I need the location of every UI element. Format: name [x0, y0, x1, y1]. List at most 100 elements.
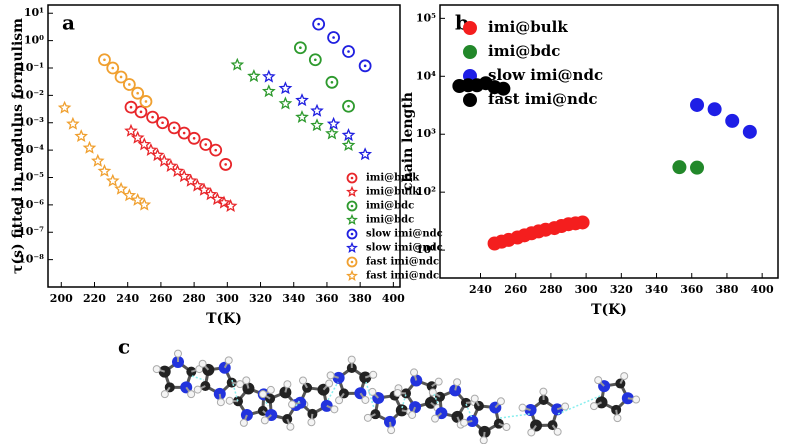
h-atom: [590, 402, 599, 411]
ring-dot: [350, 176, 354, 180]
star-point: [358, 147, 373, 161]
ring: [124, 100, 138, 114]
legend-label: fast imi@ndc: [488, 90, 598, 108]
y-tick-label: 10⁵: [416, 11, 436, 24]
ring: [325, 75, 339, 89]
ring-dot: [119, 75, 123, 79]
circle-point: [114, 70, 128, 84]
star-point: [310, 103, 324, 117]
star-point: [122, 188, 137, 202]
circle-point: [312, 17, 326, 31]
molecule-image: [152, 349, 641, 444]
ring: [312, 17, 326, 31]
h-atom: [460, 418, 469, 427]
star-point: [144, 142, 158, 156]
y-axis-label: chain length: [400, 92, 416, 191]
x-tick-label: 260: [149, 292, 172, 305]
ring-dot: [151, 115, 154, 119]
y-tick-label: 10⁻⁴: [18, 143, 44, 156]
ring: [346, 256, 358, 268]
circle-point: [177, 126, 191, 140]
y-tick-label: 10²: [416, 185, 436, 198]
star-point: [163, 158, 178, 172]
y-tick-label: 10¹: [24, 6, 44, 19]
x-tick-label: 400: [751, 283, 774, 296]
h-atom: [368, 387, 377, 396]
ring: [346, 228, 358, 240]
h-atom: [286, 422, 295, 431]
y-tick-label: 10⁻⁸: [18, 253, 44, 266]
dot-point: [463, 21, 477, 35]
ring: [219, 158, 233, 171]
x-tick-label: 300: [216, 292, 239, 305]
star-point: [310, 118, 324, 132]
star-point: [278, 81, 293, 95]
star-point: [346, 241, 358, 253]
ring: [342, 99, 355, 113]
ring-dot: [111, 66, 115, 70]
ring-dot: [128, 83, 131, 86]
y-tick-label: 10⁻⁶: [18, 198, 44, 211]
h-atom: [613, 414, 622, 423]
ring-dot: [350, 232, 354, 236]
y-tick-label: 10⁻⁷: [18, 225, 44, 238]
h-atom: [224, 356, 233, 365]
y-tick-label: 10⁻⁵: [18, 170, 44, 183]
ring-dot: [139, 110, 143, 114]
star-point: [150, 148, 165, 162]
y-tick-label: 10⁻¹: [18, 61, 44, 74]
star-point: [90, 153, 105, 167]
y-tick-label: 10⁰: [24, 34, 44, 47]
legend-label: imi@bulk: [366, 173, 420, 184]
h-atom: [266, 385, 275, 394]
legend-label: imi@bulk: [488, 18, 568, 36]
ring: [139, 95, 153, 108]
x-axis-label: T(K): [206, 311, 242, 327]
star-point: [130, 130, 145, 144]
ring: [346, 200, 358, 212]
ring-dot: [350, 260, 354, 264]
circle-point: [131, 86, 145, 100]
h-atom: [428, 388, 437, 397]
circle-point: [219, 158, 233, 171]
h-atom: [594, 376, 603, 385]
h-atom: [539, 387, 548, 396]
ring-dot: [204, 143, 208, 146]
circle-point: [342, 99, 355, 113]
h-atom: [434, 377, 443, 386]
plot-frame: [439, 4, 779, 279]
h-atom: [363, 413, 372, 422]
link: [295, 399, 301, 407]
link: [365, 381, 375, 409]
star-point: [217, 195, 231, 209]
legend-label: slow imi@ndc: [488, 66, 603, 84]
ring: [293, 41, 307, 55]
circle-point: [308, 53, 322, 67]
ring-dot: [314, 58, 317, 62]
dot-point: [725, 113, 740, 128]
circle-point: [122, 78, 136, 91]
circle-point: [327, 31, 340, 44]
ring: [122, 78, 136, 91]
ring-dot: [214, 148, 217, 152]
ring: [209, 143, 223, 157]
circle-point: [199, 138, 213, 151]
x-tick-label: 360: [680, 283, 703, 296]
y-tick-label: 10⁻³: [18, 116, 44, 129]
circle-point: [346, 172, 358, 184]
ring: [146, 110, 160, 124]
panel-label: c: [118, 335, 130, 359]
ring-dot: [144, 100, 148, 103]
legend-label: slow imi@ndc: [366, 229, 443, 240]
star-point: [210, 192, 225, 206]
ring: [342, 45, 355, 58]
x-tick-label: 320: [610, 283, 633, 296]
y-tick-label: 10¹: [416, 243, 436, 256]
ring-dot: [103, 58, 106, 62]
h-atom: [335, 396, 344, 405]
y-axis-label: τ(s) fitted in modulus formulism: [10, 18, 26, 274]
star-point: [184, 173, 198, 187]
h-atom: [410, 368, 419, 377]
h-atom: [408, 410, 417, 419]
